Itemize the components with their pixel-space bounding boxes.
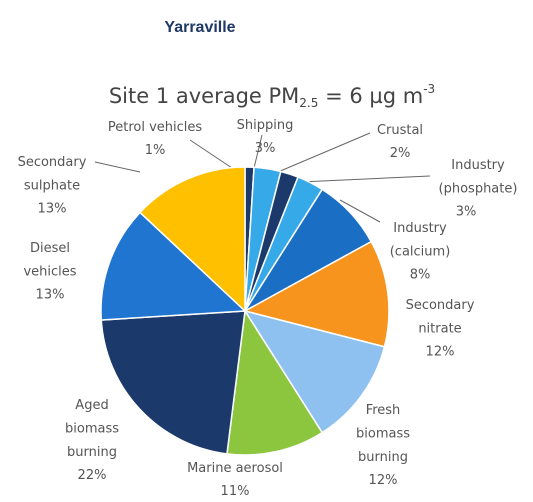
subtitle-subscript: 2.5 [299, 96, 318, 110]
pie-slice [226, 308, 324, 456]
subtitle-superscript: -3 [423, 82, 435, 96]
slice-value-label: 13% [36, 288, 65, 303]
pie-slice [243, 309, 386, 434]
slice-value-label: 2% [390, 146, 411, 161]
leader-line [277, 132, 371, 173]
pie-slice [242, 240, 390, 348]
leader-lines [94, 132, 431, 223]
slice-value-label: 8% [410, 268, 431, 283]
slice-label: Shipping [237, 118, 294, 133]
slice-value-label: 12% [369, 473, 398, 488]
subtitle-part: = 6 µg m [318, 84, 423, 108]
leader-line [253, 134, 263, 169]
slice-value-label: 3% [255, 141, 276, 156]
pie-slice [138, 166, 246, 313]
slice-value-label: 3% [456, 205, 477, 220]
leader-line [189, 139, 239, 173]
slice-value-label: 13% [38, 202, 67, 217]
leader-line [94, 161, 141, 173]
pie-slice [100, 211, 247, 321]
slice-value-label: 22% [78, 468, 107, 483]
slice-label: Secondary nitrate [406, 298, 475, 337]
slice-value-label: 1% [145, 143, 166, 158]
slice-value-label: 12% [426, 345, 455, 360]
chart-title: Yarraville [164, 19, 235, 36]
slice-label: Fresh biomass burning [356, 403, 410, 465]
slice-label: Industry (calcium) [390, 221, 451, 260]
slice-label: Diesel vehicles [23, 241, 76, 280]
slice-label: Crustal [377, 123, 423, 138]
slice-label: Secondary sulphate [18, 155, 87, 194]
slice-label: Marine aerosol [187, 461, 283, 476]
slice-value-label: 11% [221, 484, 250, 499]
subtitle-part: Site 1 average PM [109, 84, 299, 108]
slice-label: Aged biomass burning [65, 398, 119, 460]
slice-label: Petrol vehicles [108, 120, 203, 135]
slice-label: Industry (phosphate) [439, 158, 518, 197]
pie-slice [100, 310, 246, 455]
leader-line [299, 175, 431, 183]
chart-subtitle: Site 1 average PM2.5 = 6 µg m-3 [109, 82, 435, 110]
leader-line [339, 199, 381, 223]
